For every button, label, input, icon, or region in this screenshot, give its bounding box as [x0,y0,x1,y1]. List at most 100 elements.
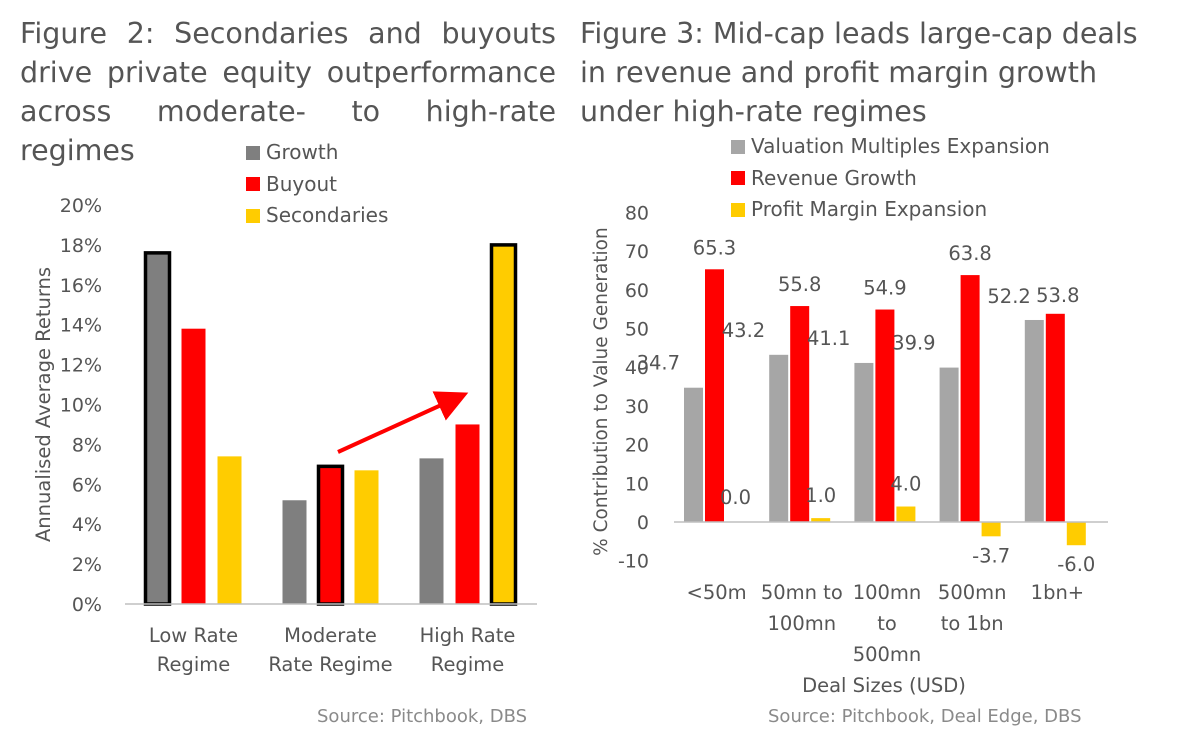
bar-profit-margin-expansion [896,506,916,522]
x-tick-label: to [877,612,897,635]
legend-item-profit-margin: Profit Margin Expansion [731,194,1050,226]
x-tick-label: Regime [157,653,230,676]
x-tick-label: 50mn to [761,581,843,604]
legend-label-secondaries: Secondaries [266,203,389,227]
bar-valuation-multiples-expansion [939,367,959,522]
figure-2-title: Figure 2: Secondaries and buyouts drive … [20,17,556,167]
data-label: 0.0 [720,486,751,509]
x-tick-label: 500mn [853,643,922,666]
bar-buyout [316,464,345,606]
legend-swatch-valuation [731,139,745,154]
legend-item-buyout: Buyout [246,169,388,201]
data-label: 34.7 [637,352,680,375]
legend-label-buyout: Buyout [266,171,337,196]
x-tick-label: Regime [431,653,504,676]
data-label: 63.8 [948,242,991,265]
x-tick-label: <50m [687,581,747,604]
y-tick-label: 12% [60,355,102,377]
data-label: 39.9 [892,332,935,355]
bar-revenue-growth [960,275,980,522]
bar-profit-margin-expansion [1066,522,1086,546]
data-label: 43.2 [722,319,765,342]
bar-secondaries [489,243,518,606]
legend-item-secondaries: Secondaries [246,200,388,232]
figure-3-title: Figure 3: Mid-cap leads large-cap deals … [580,17,1138,128]
legend-swatch-buyout [246,177,260,192]
bar-secondaries [217,456,242,604]
data-label: 52.2 [987,285,1030,308]
x-tick-label: 500mn [938,581,1007,604]
bar-valuation-multiples-expansion [854,362,874,522]
y-tick-label: 8% [72,434,102,456]
figure-2-chart: 0% 2% 4% 6% 8% 10% 12% 14% 16% 18% 20% Annualised A… [32,195,537,676]
y-tick-label: 20 [625,435,649,457]
figure-2-legend: Growth Buyout Secondaries [246,137,388,232]
trend-arrow [337,391,469,454]
x-tick-label: 100mn [768,612,837,635]
figure-2-source: Source: Pitchbook, DBS [317,706,528,727]
data-label: 4.0 [890,473,921,496]
bar-profit-margin-expansion [981,522,1001,537]
y-tick-label: 2% [72,554,102,576]
y-tick-label: 14% [60,315,102,337]
y-tick-label: 0 [637,512,649,534]
bar-secondaries [354,470,379,604]
x-axis-label: Deal Sizes (USD) [802,674,966,697]
bar-growth [419,458,444,604]
bar-valuation-multiples-expansion [1024,319,1044,522]
y-tick-label: 10% [60,395,102,417]
y-tick-label: 30 [625,396,649,418]
y-tick-label: 70 [625,241,649,263]
y-tick-label: -10 [618,551,649,573]
y-tick-label: 0% [72,594,102,616]
bar-buyout [181,328,206,604]
legend-swatch-profit-margin [731,202,745,217]
x-tick-label: 100mn [853,581,922,604]
legend-swatch-revenue [731,171,745,186]
y-tick-label: 18% [60,235,102,257]
figure-3-legend: Valuation Multiples Expansion Revenue Gr… [731,131,1050,226]
data-label: 53.8 [1036,284,1079,307]
legend-item-growth: Growth [246,137,388,169]
x-tick-label: Moderate [284,624,377,647]
x-tick-label: Low Rate [149,624,238,647]
x-tick-label: High Rate [420,624,516,647]
data-label: -3.7 [972,544,1010,567]
figure-3-source: Source: Pitchbook, Deal Edge, DBS [768,706,1082,727]
legend-swatch-growth [246,145,260,160]
figure-3-chart: -10 0 10 20 30 40 50 60 70 80 % Contribution to Va… [591,202,1108,697]
legend-label-valuation: Valuation Multiples Expansion [751,134,1050,158]
y-tick-label: 4% [72,514,102,536]
bar-buyout [455,424,480,604]
data-label: 55.8 [778,273,821,296]
bar-revenue-growth [790,306,810,522]
bar-valuation-multiples-expansion [769,354,789,522]
y-tick-label: 40 [625,357,649,379]
legend-item-revenue: Revenue Growth [731,163,1050,195]
y-tick-label: 50 [625,319,649,341]
bar-revenue-growth [1045,313,1065,522]
legend-label-profit-margin: Profit Margin Expansion [751,197,988,221]
bar-revenue-growth [705,269,724,522]
bar-valuation-multiples-expansion [684,387,703,522]
x-tick-label: Rate Regime [268,653,392,676]
data-label: 54.9 [863,277,906,300]
y-tick-label: 10 [625,473,649,495]
legend-swatch-secondaries [246,208,260,223]
data-label: 41.1 [807,327,850,350]
x-tick-label: 1bn+ [1031,581,1084,604]
y-tick-label: 80 [625,202,649,224]
y-tick-label: 20% [60,195,102,217]
bar-profit-margin-expansion [811,518,831,522]
y-tick-label: 16% [60,275,102,297]
data-label: -6.0 [1057,553,1095,576]
y-tick-label: 60 [625,280,649,302]
x-tick-label: to 1bn [941,612,1004,635]
y-tick-label: 6% [72,474,102,496]
legend-label-revenue: Revenue Growth [751,165,917,190]
bar-revenue-growth [875,309,895,522]
data-label: 1.0 [805,484,836,507]
bar-growth [282,500,307,604]
bar-growth [143,251,172,606]
